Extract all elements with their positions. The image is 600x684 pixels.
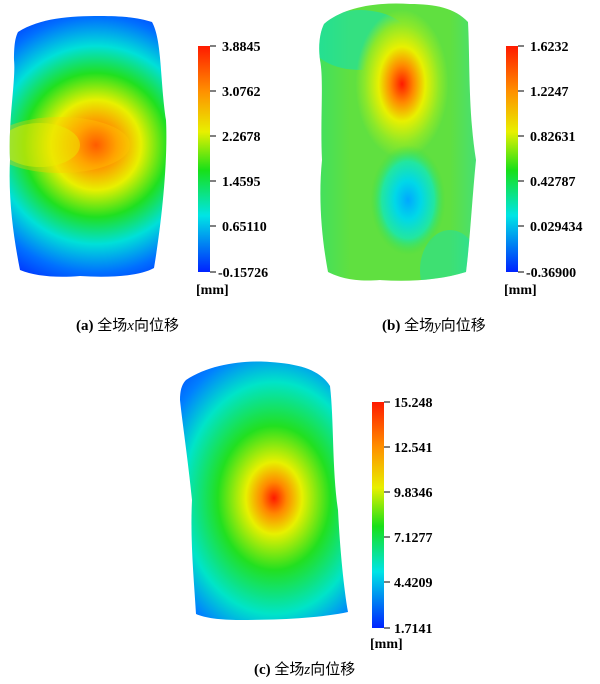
tick-label: -0.36900 xyxy=(526,266,576,281)
contour-plot-y: 1.6232 1.2247 0.82631 0.42787 0.029434 -… xyxy=(319,3,583,298)
caption-axis: x xyxy=(127,318,134,334)
tick-label: 0.82631 xyxy=(530,130,576,145)
tick-label: -0.15726 xyxy=(218,266,268,281)
tick-label: 1.4595 xyxy=(222,175,261,190)
contour-plot-x: 3.8845 3.0762 2.2678 1.4595 0.65110 -0.1… xyxy=(9,16,268,298)
caption: (a) 全场x向位移 xyxy=(76,314,179,335)
caption-suffix: 向位移 xyxy=(440,318,486,334)
colorbar: 15.248 12.541 9.8346 7.1277 4.4209 1.714… xyxy=(370,396,433,650)
colorbar-gradient xyxy=(506,46,518,272)
colorbar-ticks xyxy=(210,45,216,273)
unit-label: [mm] xyxy=(370,637,403,650)
tick-label: 12.541 xyxy=(394,441,433,456)
colorbar-gradient xyxy=(198,46,210,272)
caption-label: (c) xyxy=(254,662,271,678)
caption-prefix: 全场 xyxy=(404,318,435,334)
colorbar-ticks xyxy=(518,45,524,273)
caption-label: (b) xyxy=(382,318,401,334)
contour-field xyxy=(319,3,476,281)
contour-field xyxy=(9,16,167,277)
tick-label: 1.2247 xyxy=(530,85,569,100)
tick-label: 2.2678 xyxy=(222,130,261,145)
tick-label: 4.4209 xyxy=(394,576,433,591)
panel-b: 1.6232 1.2247 0.82631 0.42787 0.029434 -… xyxy=(300,0,600,340)
caption-axis: y xyxy=(434,318,441,334)
tick-label: 1.6232 xyxy=(530,40,569,55)
contour-plot-z: 15.248 12.541 9.8346 7.1277 4.4209 1.714… xyxy=(180,361,433,650)
caption: (b) 全场y向位移 xyxy=(382,314,486,335)
unit-label: [mm] xyxy=(504,283,537,298)
tick-label: 3.0762 xyxy=(222,85,261,100)
tick-label: 0.42787 xyxy=(530,175,576,190)
caption-suffix: 向位移 xyxy=(310,662,356,678)
tick-label: 0.029434 xyxy=(530,220,583,235)
panel-c: 15.248 12.541 9.8346 7.1277 4.4209 1.714… xyxy=(150,350,450,684)
caption-prefix: 全场 xyxy=(274,662,305,678)
caption-label: (a) xyxy=(76,318,94,334)
colorbar-gradient xyxy=(372,402,384,628)
caption-suffix: 向位移 xyxy=(133,318,179,334)
panel-a: 3.8845 3.0762 2.2678 1.4595 0.65110 -0.1… xyxy=(0,0,300,340)
tick-label: 15.248 xyxy=(394,396,433,411)
caption: (c) 全场z向位移 xyxy=(254,658,355,679)
colorbar: 3.8845 3.0762 2.2678 1.4595 0.65110 -0.1… xyxy=(196,40,268,298)
colorbar-ticks xyxy=(384,401,390,629)
tick-label: 1.7141 xyxy=(394,622,433,637)
contour-field xyxy=(180,361,348,621)
colorbar: 1.6232 1.2247 0.82631 0.42787 0.029434 -… xyxy=(504,40,583,298)
tick-label: 0.65110 xyxy=(222,220,267,235)
tick-label: 7.1277 xyxy=(394,531,433,546)
caption-prefix: 全场 xyxy=(97,318,128,334)
tick-label: 9.8346 xyxy=(394,486,433,501)
tick-label: 3.8845 xyxy=(222,40,261,55)
unit-label: [mm] xyxy=(196,283,229,298)
caption-axis: z xyxy=(304,662,311,678)
